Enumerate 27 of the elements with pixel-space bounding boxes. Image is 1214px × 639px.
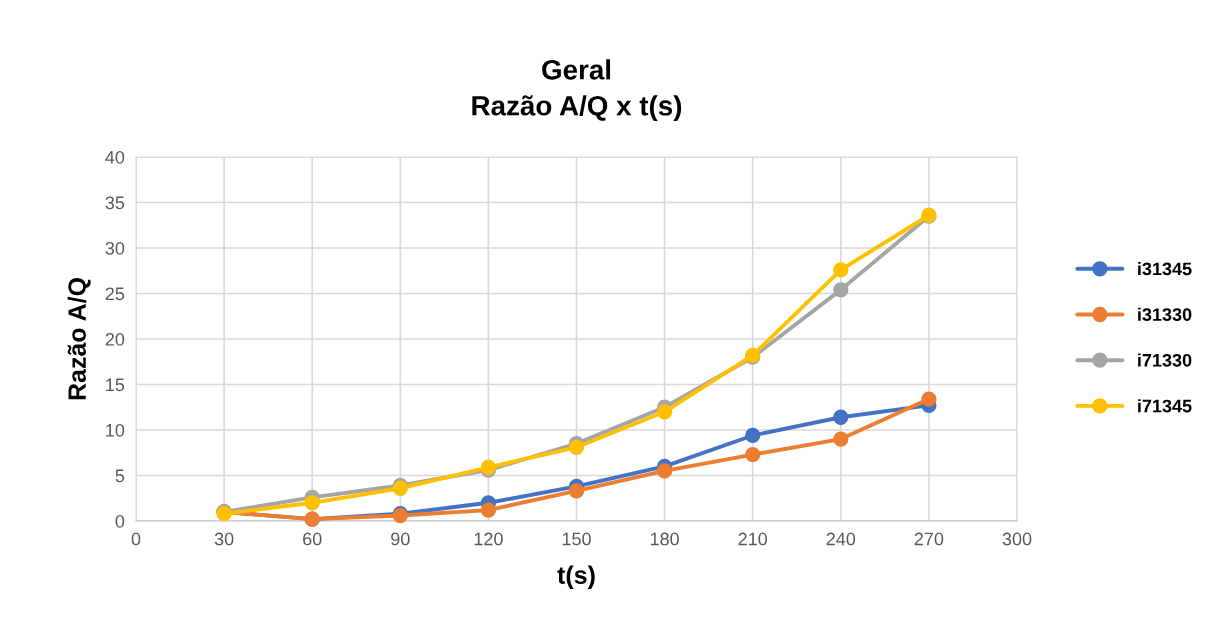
y-axis-title: Razão A/Q [67,278,91,400]
x-tick-label: 0 [131,532,141,546]
y-tick-label: 5 [115,469,125,483]
y-tick-label: 20 [105,332,125,346]
legend-label: i71330 [1138,353,1192,367]
x-tick-label: 60 [303,532,322,546]
x-tick-label: 90 [391,532,410,546]
legend-label: i31345 [1138,262,1192,276]
y-tick-label: 15 [106,378,125,392]
x-tick-label: 180 [650,532,679,546]
x-tick-label: 30 [214,532,234,546]
x-tick-label: 270 [914,532,944,546]
chart-title: Geral Razão A/Q x t(s) [472,59,682,122]
y-tick-label: 0 [115,514,125,528]
x-tick-label: 210 [738,532,768,546]
x-tick-label: 120 [474,532,503,546]
y-tick-label: 25 [105,287,125,301]
legend-label: i31330 [1138,307,1192,322]
y-tick-label: 30 [105,241,125,255]
legend-label: i71345 [1138,399,1192,413]
y-tick-label: 35 [105,196,125,210]
x-tick-label: 150 [562,532,591,546]
x-axis-title: t(s) [557,565,595,589]
x-tick-label: 240 [826,532,856,546]
x-tick-label: 300 [1002,532,1032,546]
y-tick-label: 10 [106,423,125,437]
y-tick-label: 40 [105,150,125,164]
